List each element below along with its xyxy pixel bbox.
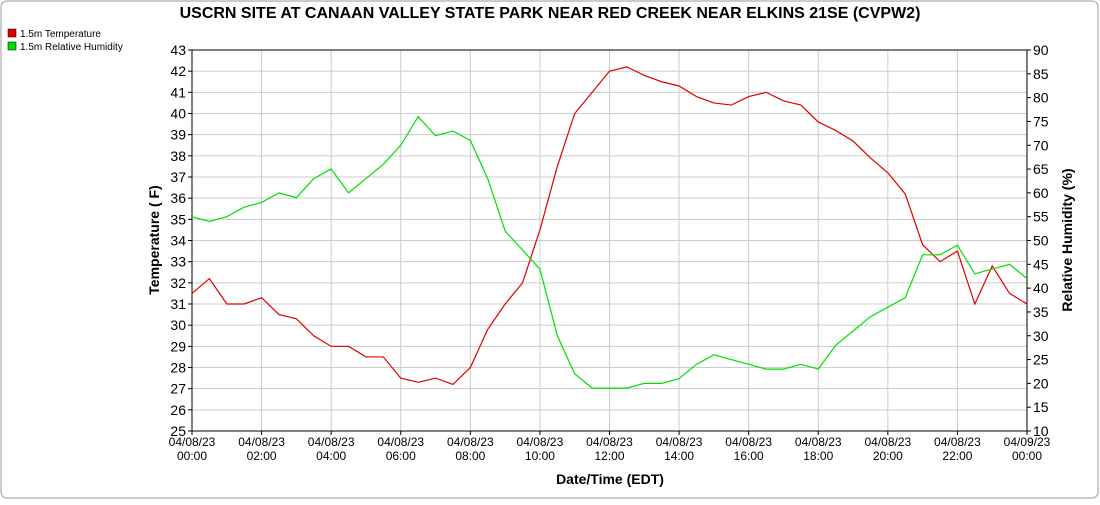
- y-tick-label: 41: [170, 84, 186, 100]
- y-tick-label: 37: [170, 169, 186, 185]
- y-tick-label: 30: [170, 317, 186, 333]
- x-tick-label: 04/08/23 00:00: [169, 435, 216, 463]
- y2-tick-label: 35: [1033, 304, 1049, 320]
- legend-swatch: [7, 28, 17, 38]
- x-tick-label: 04/08/23 14:00: [656, 435, 703, 463]
- x-tick-label: 04/08/23 10:00: [517, 435, 564, 463]
- y-tick-label: 40: [170, 106, 186, 122]
- y-tick-label: 29: [170, 338, 186, 354]
- y-tick-label: 31: [170, 296, 186, 312]
- legend-swatch: [7, 41, 17, 51]
- line-series: [191, 66, 1028, 386]
- y2-tick-label: 85: [1033, 66, 1049, 82]
- x-tick-label: 04/08/23 20:00: [864, 435, 911, 463]
- x-axis-label: Date/Time (EDT): [556, 471, 664, 487]
- y2-tick-label: 50: [1033, 233, 1049, 249]
- y-tick-label: 35: [170, 211, 186, 227]
- y2-axis-label: Relative Humidity (%): [1059, 168, 1075, 311]
- y2-tick-label: 10: [1033, 423, 1049, 439]
- y2-tick-label: 75: [1033, 113, 1049, 129]
- y2-tick-label: 30: [1033, 328, 1049, 344]
- y2-tick-label: 60: [1033, 185, 1049, 201]
- y-tick-label: 28: [170, 360, 186, 376]
- y-tick-label: 33: [170, 254, 186, 270]
- y-tick-label: 36: [170, 190, 186, 206]
- chart-title: USCRN SITE AT CANAAN VALLEY STATE PARK N…: [180, 5, 921, 22]
- y2-tick-label: 20: [1033, 375, 1049, 391]
- x-tick-label: 04/08/23 16:00: [725, 435, 772, 463]
- x-tick-label: 04/08/23 02:00: [238, 435, 285, 463]
- y2-tick-label: 70: [1033, 137, 1049, 153]
- y-tick-label: 42: [170, 63, 186, 79]
- y2-tick-label: 90: [1033, 42, 1049, 58]
- x-tick-label: 04/08/23 08:00: [447, 435, 494, 463]
- y-tick-label: 32: [170, 275, 186, 291]
- y-tick-label: 25: [170, 423, 186, 439]
- y-axis-label: Temperature ( F): [146, 185, 162, 294]
- y2-tick-label: 40: [1033, 280, 1049, 296]
- y-tick-label: 43: [170, 42, 186, 58]
- plot-border: [191, 49, 1028, 432]
- legend-label: 1.5m Relative Humidity: [20, 42, 123, 53]
- y-tick-label: 39: [170, 127, 186, 143]
- x-tick-label: 04/08/23 06:00: [377, 435, 424, 463]
- y-tick-label: 38: [170, 148, 186, 164]
- y-tick-label: 27: [170, 381, 186, 397]
- x-tick-label: 04/08/23 04:00: [308, 435, 355, 463]
- y2-tick-label: 25: [1033, 352, 1049, 368]
- y2-tick-label: 15: [1033, 399, 1049, 415]
- x-tick-label: 04/08/23 22:00: [934, 435, 981, 463]
- legend-label: 1.5m Temperature: [20, 29, 101, 40]
- y-tick-label: 34: [170, 233, 186, 249]
- y2-tick-label: 65: [1033, 161, 1049, 177]
- x-tick-label: 04/09/23 00:00: [1004, 435, 1051, 463]
- x-tick-label: 04/08/23 12:00: [586, 435, 633, 463]
- line-series: [191, 115, 1028, 389]
- x-tick-label: 04/08/23 18:00: [795, 435, 842, 463]
- y2-tick-label: 45: [1033, 256, 1049, 272]
- y-tick-label: 26: [170, 402, 186, 418]
- y2-tick-label: 55: [1033, 209, 1049, 225]
- y2-tick-label: 80: [1033, 90, 1049, 106]
